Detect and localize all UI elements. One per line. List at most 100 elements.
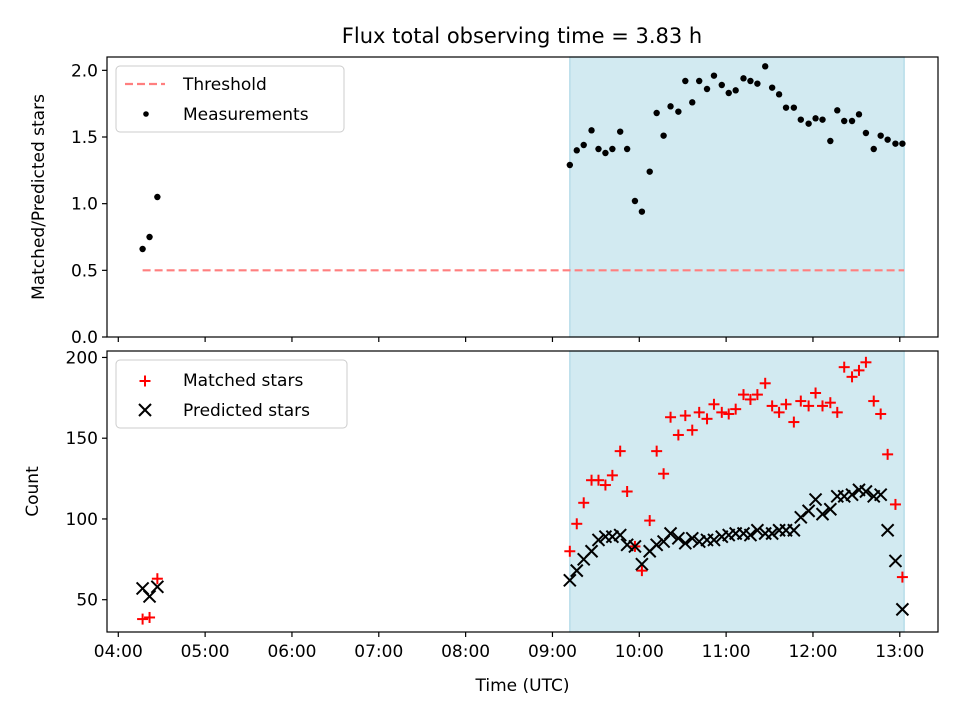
predicted-star-point <box>635 557 649 571</box>
predicted-star-point-b <box>671 531 686 546</box>
observing-window-span <box>569 56 905 338</box>
matched-star-point <box>672 429 684 441</box>
predicted-star-point-b <box>859 484 873 499</box>
predicted-star-point-b <box>142 589 157 604</box>
y-tick-label: 0.0 <box>71 328 98 348</box>
y-tick-label: 200 <box>66 348 98 368</box>
matched-star-point <box>614 445 626 457</box>
matched-star-point <box>868 395 880 407</box>
measurement-point <box>827 137 834 145</box>
ratio-y-axis-ticks: 0.0 0.5 1.0 1.5 2.0 <box>71 61 107 348</box>
predicted-star-point <box>765 526 779 541</box>
predicted-star-point-b <box>570 563 584 578</box>
ratio-legend-box <box>115 65 345 133</box>
measurement-point <box>732 87 739 94</box>
count-x-axis-ticks: 04:00 05:00 06:00 07:00 08:00 09:00 10:00 11:00… <box>94 632 924 662</box>
measurement-points <box>139 63 906 253</box>
matched-star-point <box>693 406 705 418</box>
matched-star-point <box>651 445 663 457</box>
measurement-point <box>146 233 153 241</box>
matched-star-point <box>896 571 908 583</box>
predicted-star-point-b <box>765 526 779 541</box>
predicted-star-point-b <box>150 580 165 594</box>
measurement-point <box>631 197 639 205</box>
ratio-y-axis-label: Matched/Predicted stars <box>29 94 49 300</box>
matched-star-point <box>564 545 576 557</box>
predicted-star-point-b <box>852 483 866 497</box>
matched-star-point <box>599 479 611 491</box>
predicted-star-point <box>663 526 678 541</box>
matched-star-point <box>780 398 792 410</box>
predicted-star-point-b <box>563 573 577 588</box>
matched-star-point <box>571 518 583 530</box>
predicted-star-point <box>591 533 606 547</box>
measurement-point <box>696 77 703 85</box>
measurement-point <box>154 193 161 201</box>
predicted-star-point-b <box>750 523 765 537</box>
matched-star-point <box>708 398 720 410</box>
measurement-point <box>653 109 660 117</box>
predicted-star-point <box>613 528 627 542</box>
matched-star-point <box>737 389 749 401</box>
matched-star-point <box>860 356 872 368</box>
predicted-star-point <box>808 492 823 507</box>
measurement-point <box>646 168 653 175</box>
x-tick-label: 10:00 <box>615 642 664 662</box>
predicted-star-point-b <box>605 530 620 544</box>
predicted-star-point-b <box>743 528 758 542</box>
x-tick-label: 09:00 <box>528 642 577 662</box>
predicted-star-point <box>750 523 765 537</box>
matched-star-point <box>853 364 865 376</box>
x-tick-label: 06:00 <box>267 642 316 662</box>
x-tick-label: 07:00 <box>354 642 403 662</box>
matched-star-point <box>716 406 728 418</box>
x-tick-label: 13:00 <box>875 642 924 662</box>
matched-star-point <box>636 565 648 577</box>
legend-predicted-label: Predicted stars <box>183 401 310 421</box>
predicted-star-point-b <box>873 488 888 502</box>
matched-stars-points <box>137 356 908 625</box>
matched-star-point <box>773 406 785 418</box>
predicted-star-point-b <box>591 533 606 547</box>
matched-star-point <box>151 573 163 585</box>
matched-star-point <box>744 393 756 405</box>
measurement-point <box>841 117 848 125</box>
count-legend: Matched stars Predicted stars <box>115 359 348 429</box>
measurement-point <box>689 99 696 106</box>
matched-star-point <box>144 611 156 623</box>
legend-matched-marker <box>139 375 151 387</box>
measurement-point <box>747 77 754 85</box>
matched-star-point <box>578 497 590 509</box>
ratio-legend: Threshold Measurements <box>115 65 345 133</box>
measurement-point <box>790 104 798 111</box>
measurement-point <box>762 63 769 70</box>
predicted-star-point-b <box>823 502 838 516</box>
measurement-point <box>848 117 856 125</box>
count-y-axis-label: Count <box>23 466 43 517</box>
matched-star-point <box>788 416 800 428</box>
ratio-panel: 0.00.51.01.52.0 Matched/Predicted stars … <box>29 56 939 348</box>
predicted-star-point-b <box>787 523 801 537</box>
measurement-point <box>703 85 711 93</box>
count-legend-box <box>115 359 348 429</box>
matched-star-point <box>592 474 604 486</box>
predicted-star-point <box>605 530 620 544</box>
x-tick-label: 05:00 <box>181 642 230 662</box>
matched-star-point <box>831 406 843 418</box>
measurement-point <box>710 72 718 79</box>
predicted-star-point <box>859 484 873 499</box>
count-y-axis-ticks: 50 100 150 200 <box>66 348 107 611</box>
predicted-star-point-b <box>649 538 664 552</box>
matched-star-point <box>882 448 894 460</box>
predicted-star-point <box>801 504 816 518</box>
matched-star-point <box>730 403 742 415</box>
predicted-stars-points <box>135 483 910 617</box>
y-tick-label: 2.0 <box>71 61 98 81</box>
predicted-star-point-b <box>815 507 830 521</box>
measurement-point <box>892 140 899 147</box>
x-tick-label: 04:00 <box>94 642 143 662</box>
predicted-star-point <box>823 502 838 516</box>
matched-star-point <box>751 389 763 401</box>
measurement-point <box>775 91 783 98</box>
matched-star-point <box>838 361 850 373</box>
